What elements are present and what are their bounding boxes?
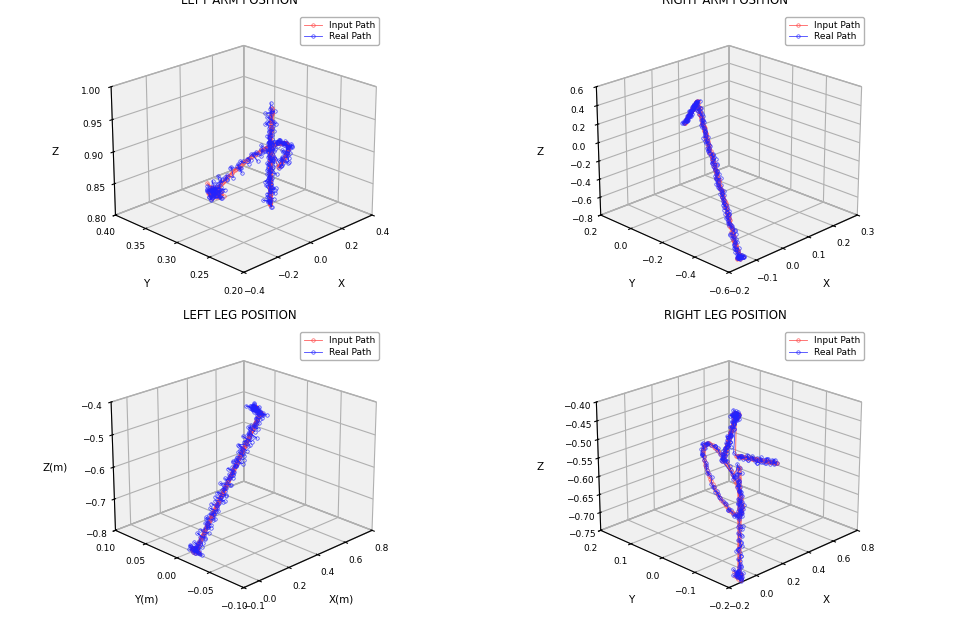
Title: RIGHT LEG POSITION: RIGHT LEG POSITION — [664, 310, 786, 322]
Y-axis label: Y: Y — [143, 280, 150, 289]
Legend: Input Path, Real Path: Input Path, Real Path — [786, 17, 864, 45]
Title: RIGHT ARM POSITION: RIGHT ARM POSITION — [662, 0, 788, 7]
Y-axis label: Y: Y — [628, 280, 635, 289]
Title: LEFT LEG POSITION: LEFT LEG POSITION — [183, 310, 296, 322]
Y-axis label: Y: Y — [628, 594, 635, 604]
X-axis label: X: X — [823, 594, 830, 604]
X-axis label: X: X — [823, 280, 830, 289]
X-axis label: X(m): X(m) — [329, 594, 354, 604]
Legend: Input Path, Real Path: Input Path, Real Path — [300, 17, 378, 45]
X-axis label: X: X — [338, 280, 345, 289]
Legend: Input Path, Real Path: Input Path, Real Path — [786, 332, 864, 361]
Title: LEFT ARM POSITION: LEFT ARM POSITION — [181, 0, 298, 7]
Y-axis label: Y(m): Y(m) — [134, 594, 158, 604]
Legend: Input Path, Real Path: Input Path, Real Path — [300, 332, 378, 361]
